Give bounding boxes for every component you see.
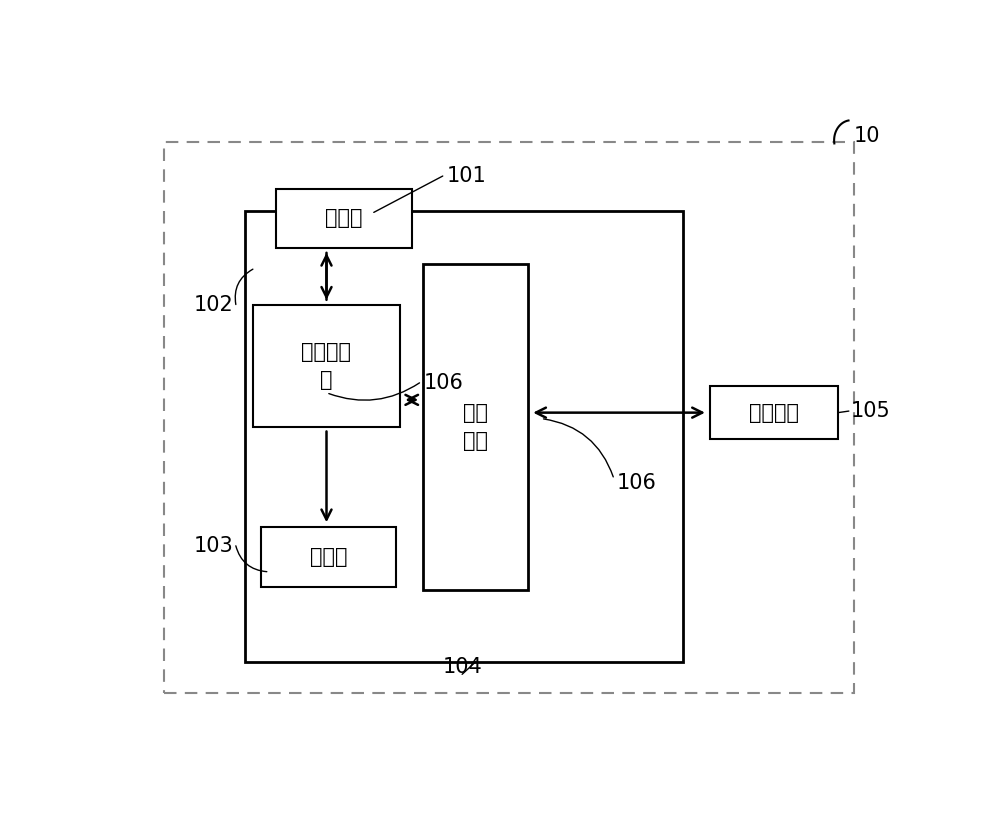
Text: 触控屏幕: 触控屏幕 [749,403,799,422]
Bar [710,386,838,440]
Text: 101: 101 [447,166,486,186]
Text: 处理器: 处理器 [310,547,347,567]
Text: 103: 103 [193,536,233,556]
Text: 104: 104 [442,658,482,677]
Bar [261,527,396,587]
Text: 存储器: 存储器 [325,208,363,229]
Text: 105: 105 [851,401,891,421]
Bar [423,264,528,589]
Bar [164,142,854,694]
Text: 10: 10 [854,126,881,146]
Text: 存储控制
器: 存储控制 器 [302,342,352,390]
Bar [253,304,400,427]
Text: 102: 102 [193,295,233,314]
Text: 106: 106 [617,473,657,493]
Bar [276,189,412,248]
Text: 外设
接口: 外设 接口 [463,403,488,451]
Text: 106: 106 [423,373,463,393]
Bar [245,211,683,662]
